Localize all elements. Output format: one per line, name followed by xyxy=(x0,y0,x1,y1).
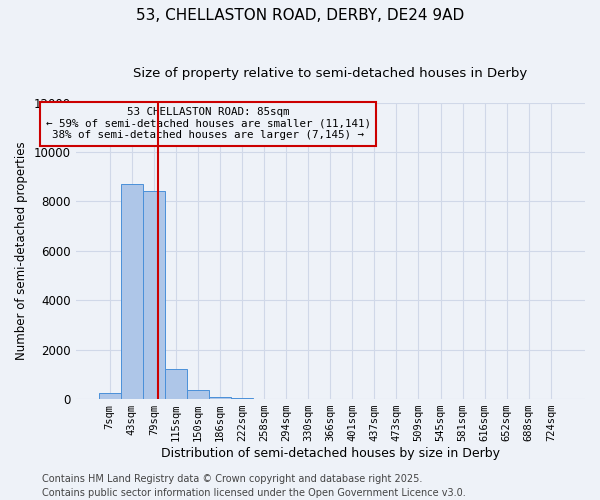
Title: Size of property relative to semi-detached houses in Derby: Size of property relative to semi-detach… xyxy=(133,68,527,80)
Bar xyxy=(187,390,209,399)
Bar xyxy=(98,393,121,399)
X-axis label: Distribution of semi-detached houses by size in Derby: Distribution of semi-detached houses by … xyxy=(161,447,500,460)
Bar xyxy=(121,184,143,399)
Bar xyxy=(165,370,187,399)
Text: 53 CHELLASTON ROAD: 85sqm
← 59% of semi-detached houses are smaller (11,141)
38%: 53 CHELLASTON ROAD: 85sqm ← 59% of semi-… xyxy=(46,107,371,140)
Bar xyxy=(143,192,165,399)
Text: Contains HM Land Registry data © Crown copyright and database right 2025.
Contai: Contains HM Land Registry data © Crown c… xyxy=(42,474,466,498)
Bar xyxy=(209,396,231,399)
Text: 53, CHELLASTON ROAD, DERBY, DE24 9AD: 53, CHELLASTON ROAD, DERBY, DE24 9AD xyxy=(136,8,464,22)
Y-axis label: Number of semi-detached properties: Number of semi-detached properties xyxy=(15,142,28,360)
Bar xyxy=(231,398,253,399)
